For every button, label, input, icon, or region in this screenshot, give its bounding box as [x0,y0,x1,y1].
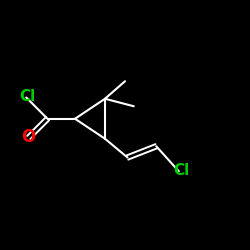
Text: Cl: Cl [20,89,36,104]
Text: O: O [21,128,35,146]
Text: Cl: Cl [173,163,190,178]
